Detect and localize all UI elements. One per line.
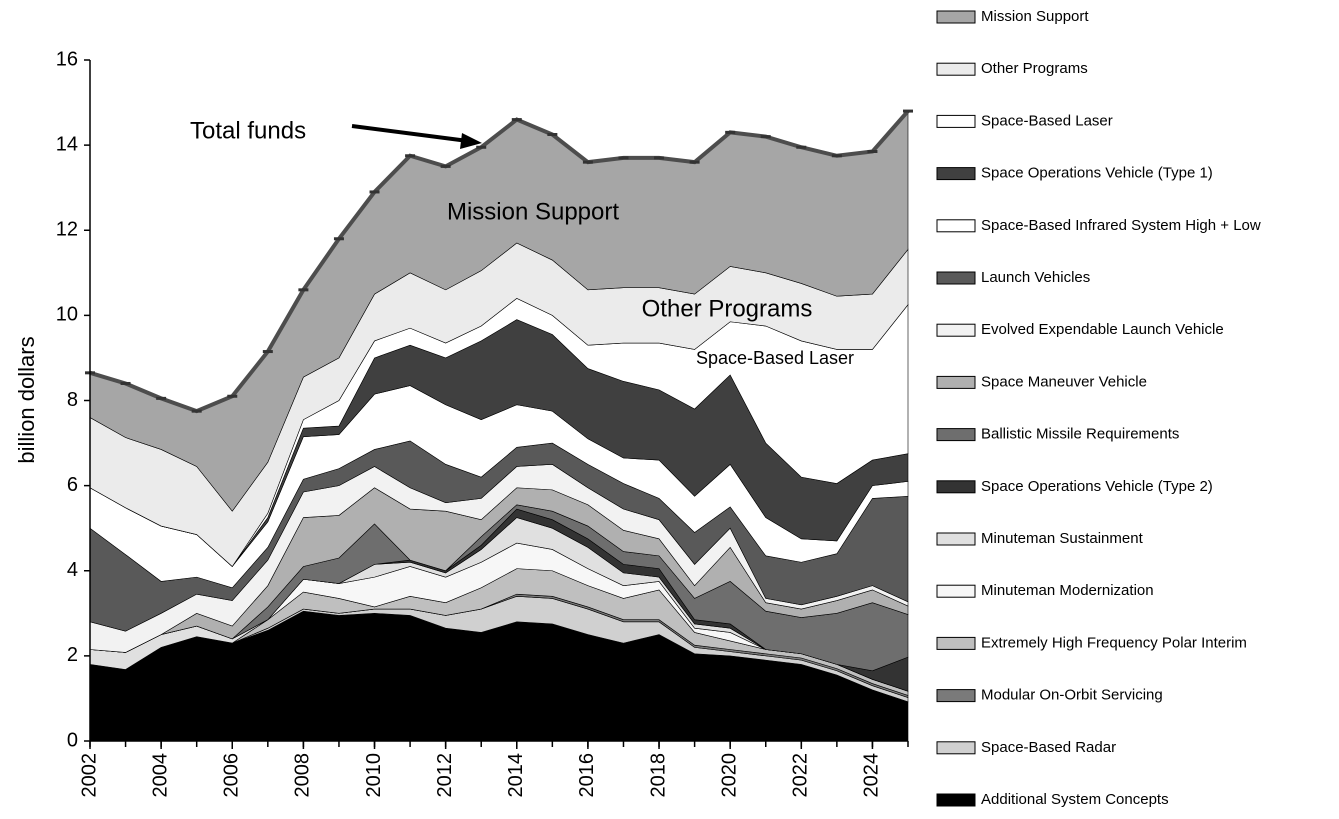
y-tick-label: 0: [67, 729, 78, 751]
legend-label: Ballistic Missile Requirements: [981, 426, 1179, 443]
legend-label: Modular On-Orbit Servicing: [981, 687, 1163, 704]
x-tick-label: 2008: [292, 753, 314, 798]
y-tick-label: 12: [56, 219, 78, 241]
legend-swatch: [936, 689, 976, 703]
legend-swatch: [936, 167, 976, 181]
y-tick-label: 6: [67, 474, 78, 496]
legend-label: Minuteman Modernization: [981, 582, 1154, 599]
x-tick-label: 2004: [149, 753, 171, 798]
total-line: [89, 109, 910, 414]
legend-label: Mission Support: [981, 8, 1089, 25]
legend-swatch: [936, 480, 976, 494]
legend-label: Evolved Expendable Launch Vehicle: [981, 321, 1224, 338]
y-tick-label: 2: [67, 644, 78, 666]
x-tick-label: 2016: [576, 753, 598, 798]
legend-swatch: [936, 219, 976, 233]
y-tick-label: 10: [56, 304, 78, 326]
x-tick-label: 2006: [221, 753, 243, 798]
legend-label: Space Operations Vehicle (Type 2): [981, 478, 1213, 495]
x-tick-label: 2024: [861, 753, 883, 798]
x-tick-label: 2022: [790, 753, 812, 798]
legend-swatch: [936, 428, 976, 442]
legend-swatch: [936, 62, 976, 76]
legend-swatch: [936, 114, 976, 128]
legend-swatch: [936, 741, 976, 755]
legend-swatch: [936, 271, 976, 285]
legend-swatch: [936, 793, 976, 807]
legend-swatch: [936, 532, 976, 546]
legend-label: Extremely High Frequency Polar Interim: [981, 634, 1247, 651]
arrow-shaft: [351, 124, 469, 143]
arrow-head: [460, 133, 482, 149]
legend-label: Space-Based Radar: [981, 739, 1116, 756]
x-tick-label: 2018: [647, 753, 669, 798]
x-tick-label: 2002: [78, 753, 100, 798]
y-tick-label: 8: [67, 389, 78, 411]
y-tick-label: 14: [56, 133, 78, 155]
y-tick-label: 16: [56, 48, 78, 70]
annotation: Mission Support: [447, 198, 619, 225]
legend-label: Additional System Concepts: [981, 791, 1169, 808]
annotation: Other Programs: [642, 295, 813, 322]
legend-label: Other Programs: [981, 60, 1088, 77]
legend-swatch: [936, 636, 976, 650]
legend-label: Minuteman Sustainment: [981, 530, 1144, 547]
annotation: Total funds: [190, 117, 306, 144]
legend-label: Space-Based Laser: [981, 112, 1113, 129]
x-tick-label: 2014: [505, 753, 527, 798]
legend-swatch: [936, 584, 976, 598]
legend-label: Space Operations Vehicle (Type 1): [981, 165, 1213, 182]
x-tick-label: 2020: [718, 753, 740, 798]
y-tick-label: 4: [67, 559, 78, 581]
legend-swatch: [936, 10, 976, 24]
legend-label: Launch Vehicles: [981, 269, 1090, 286]
y-axis-label: billion dollars: [14, 336, 39, 463]
annotation: Space-Based Laser: [696, 348, 854, 368]
legend-label: Space-Based Infrared System High + Low: [981, 217, 1261, 234]
legend-label: Space Maneuver Vehicle: [981, 373, 1147, 390]
x-tick-label: 2012: [434, 753, 456, 798]
legend-swatch: [936, 323, 976, 337]
x-tick-label: 2010: [363, 753, 385, 798]
legend-swatch: [936, 375, 976, 389]
